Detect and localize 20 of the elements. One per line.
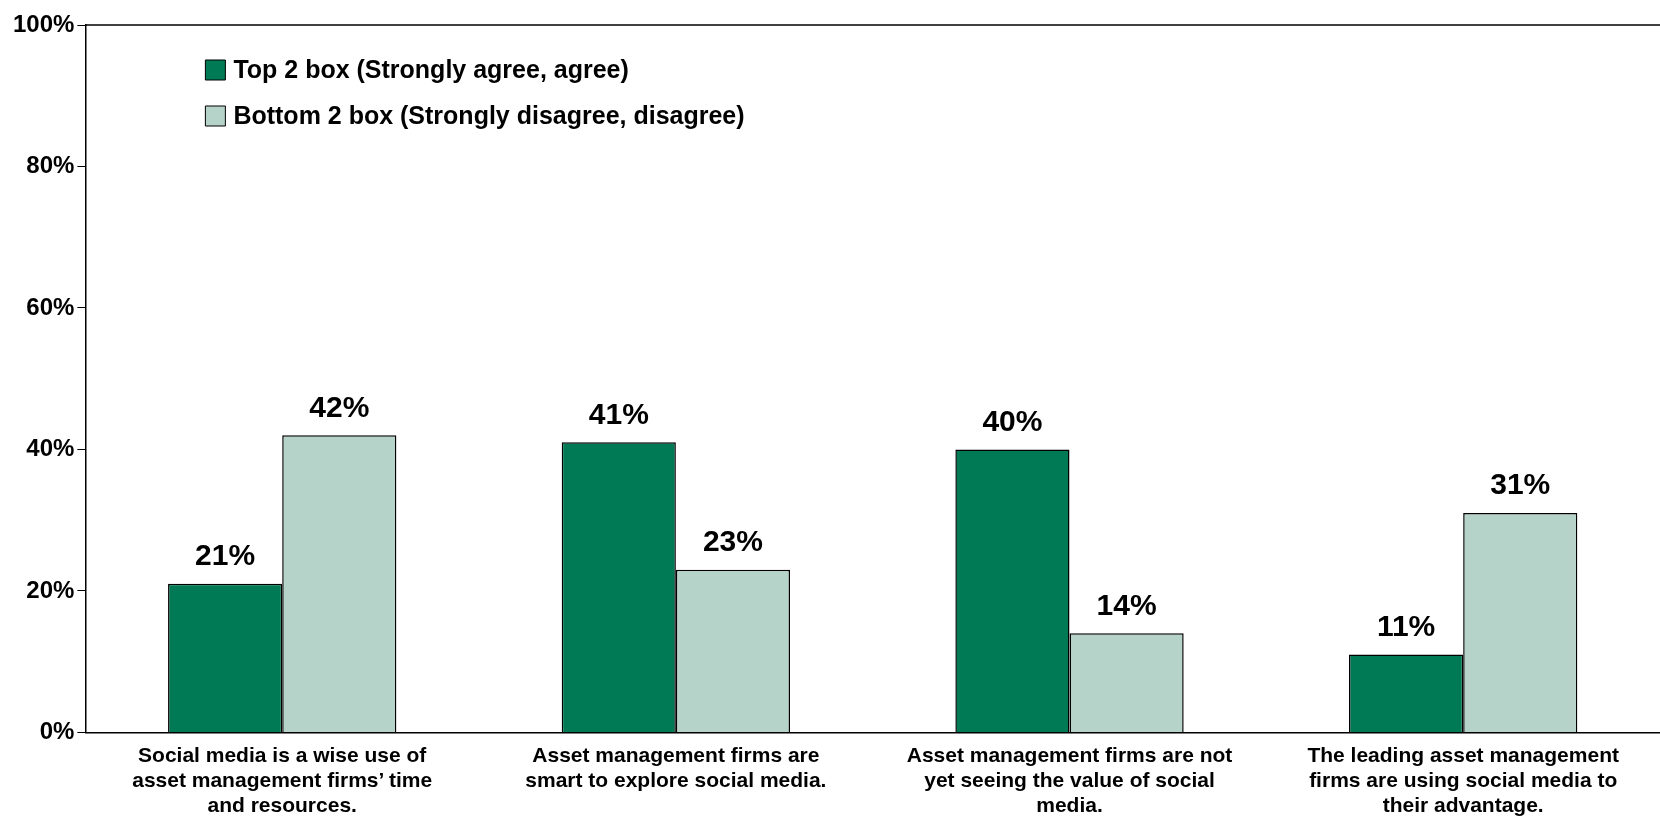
y-tick-label: 0%	[39, 717, 75, 745]
data-label: 31%	[1490, 467, 1551, 501]
data-label: 21%	[195, 538, 256, 572]
data-label: 14%	[1096, 587, 1157, 621]
data-label: 41%	[588, 396, 649, 430]
data-label: 11%	[1376, 608, 1436, 642]
x-tick-label: The leading asset management firms are using social media to their advantage.	[1307, 742, 1619, 817]
x-tick-label: Asset management firms are smart to explore social media.	[525, 742, 827, 791]
y-tick-label: 60%	[26, 292, 75, 320]
legend-label: Top 2 box (Strongly agree, agree)	[233, 54, 629, 83]
x-tick-label: Social media is a wise use of asset management firms’ time and resources.	[132, 742, 433, 817]
data-label: 40%	[982, 403, 1043, 437]
data-label: 23%	[702, 523, 763, 557]
x-tick-label: Asset management firms are not yet seeing the value of social media.	[906, 742, 1233, 817]
y-tick-label: 100%	[12, 9, 75, 37]
legend-label: Bottom 2 box (Strongly disagree, disagree)	[233, 100, 745, 129]
data-label: 42%	[309, 389, 370, 423]
y-tick-label: 40%	[26, 434, 75, 462]
y-tick-label: 80%	[26, 151, 75, 179]
y-tick-label: 20%	[26, 575, 75, 603]
